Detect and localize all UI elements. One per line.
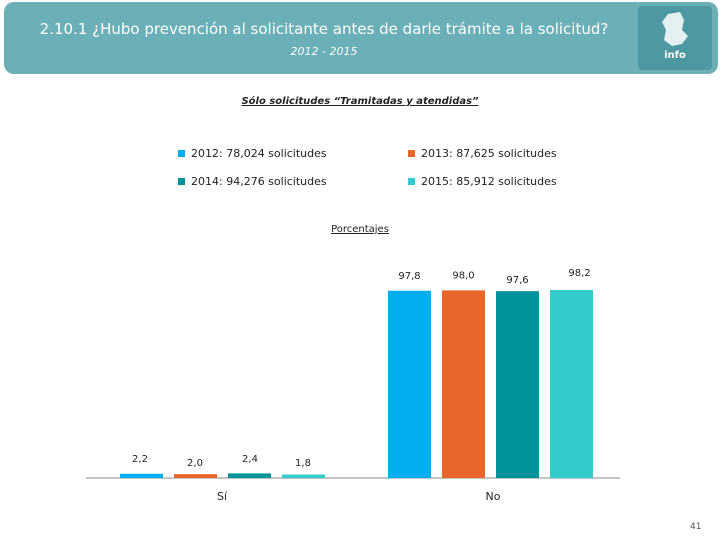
legend-label: 2013: 87,625 solicitudes <box>421 147 557 160</box>
data-label: 98,2 <box>568 268 590 279</box>
legend-label: 2014: 94,276 solicitudes <box>191 175 327 188</box>
bar-No-2 <box>496 291 539 478</box>
bar-No-0 <box>388 290 431 478</box>
page-title: 2.10.1 ¿Hubo prevención al solicitante a… <box>39 20 609 38</box>
legend-swatch <box>408 178 415 185</box>
data-label: 2,4 <box>242 454 258 465</box>
bar-Sí-3 <box>282 474 325 478</box>
header-banner: 2.10.1 ¿Hubo prevención al solicitante a… <box>4 2 718 74</box>
legend-label: 2015: 85,912 solicitudes <box>421 175 557 188</box>
bar-Sí-2 <box>228 473 271 478</box>
legend-label: 2012: 78,024 solicitudes <box>191 147 327 160</box>
data-label: 98,0 <box>452 270 474 281</box>
data-label: 1,8 <box>295 458 311 469</box>
page-number: 41 <box>690 522 702 532</box>
legend-item-2012: 2012: 78,024 solicitudes <box>178 147 327 160</box>
logo-text: info <box>664 50 686 61</box>
data-label: 97,8 <box>398 271 420 282</box>
legend-swatch <box>178 178 185 185</box>
data-label: 2,0 <box>187 458 203 469</box>
period-subtitle: 2012 - 2015 <box>290 45 358 58</box>
map-icon <box>662 12 688 46</box>
legend-swatch <box>408 150 415 157</box>
legend-item-2013: 2013: 87,625 solicitudes <box>408 147 557 160</box>
data-label: 97,6 <box>506 275 528 286</box>
bar-No-3 <box>550 290 593 478</box>
legend-item-2014: 2014: 94,276 solicitudes <box>178 175 327 188</box>
data-label: 2,2 <box>132 454 148 465</box>
info-logo: info <box>638 6 712 70</box>
percent-label: Porcentajes <box>331 224 389 235</box>
chart-subtitle: Sólo solicitudes “Tramitadas y atendidas… <box>241 96 479 107</box>
legend-swatch <box>178 150 185 157</box>
bar-Sí-1 <box>174 474 217 478</box>
category-label: Sí <box>217 490 228 503</box>
bar-Sí-0 <box>120 473 163 478</box>
legend-item-2015: 2015: 85,912 solicitudes <box>408 175 557 188</box>
bar-No-1 <box>442 290 485 478</box>
category-label: No <box>486 490 501 503</box>
